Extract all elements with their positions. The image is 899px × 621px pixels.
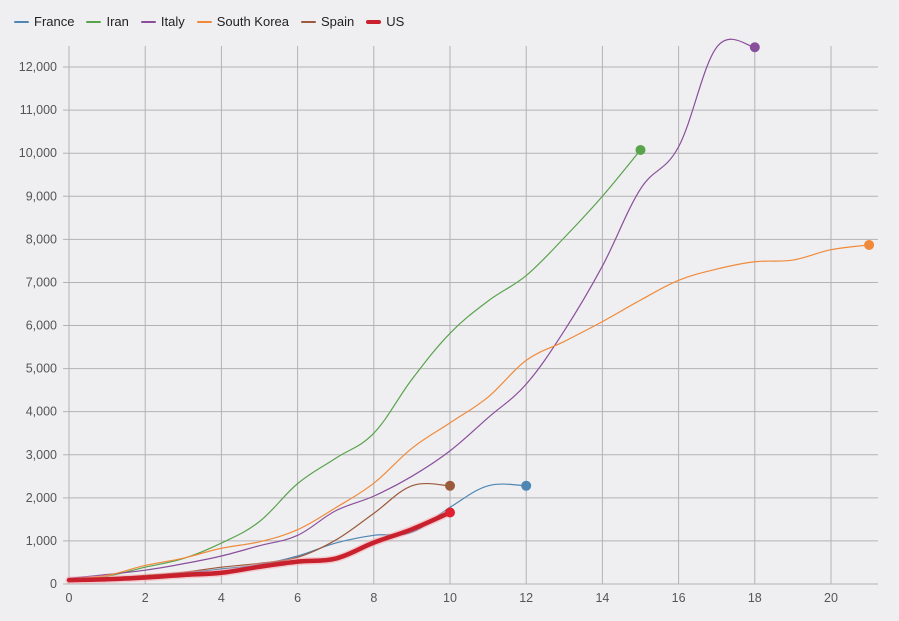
end-marker-iran[interactable] — [635, 144, 646, 155]
y-tick-label: 2,000 — [26, 491, 57, 505]
legend-item-iran[interactable]: Iran — [86, 14, 129, 29]
legend-label: South Korea — [216, 14, 289, 29]
legend-label: Iran — [106, 14, 129, 29]
legend-swatch-icon — [140, 20, 156, 23]
grid-lines — [63, 46, 878, 585]
y-tick-label: 9,000 — [26, 189, 57, 203]
x-tick-label: 0 — [66, 591, 73, 605]
y-tick-label: 12,000 — [19, 60, 57, 74]
x-tick-label: 10 — [443, 591, 457, 605]
x-tick-label: 16 — [672, 591, 686, 605]
series-line-iran[interactable] — [68, 149, 642, 581]
y-tick-label: 3,000 — [26, 448, 57, 462]
y-tick-label: 4,000 — [26, 405, 57, 419]
x-tick-label: 12 — [519, 591, 533, 605]
series-line-us[interactable] — [66, 510, 453, 583]
legend-swatch-icon — [86, 20, 102, 23]
legend-swatch-icon — [196, 20, 212, 23]
x-tick-label: 8 — [370, 591, 377, 605]
series-line-italy[interactable] — [68, 38, 756, 579]
legend-item-spain[interactable]: Spain — [301, 14, 354, 29]
series-end-markers — [445, 42, 875, 518]
y-tick-label: 7,000 — [26, 275, 57, 289]
legend-item-us[interactable]: US — [366, 14, 404, 29]
end-marker-italy[interactable] — [749, 42, 760, 53]
legend-label: Italy — [160, 14, 185, 29]
y-tick-label: 0 — [50, 577, 57, 591]
x-tick-label: 2 — [142, 591, 149, 605]
y-tick-label: 1,000 — [26, 534, 57, 548]
y-tick-label: 11,000 — [20, 103, 57, 117]
end-marker-south-korea[interactable] — [864, 239, 875, 250]
axes: 0 1,000 2,000 3,000 4,000 5,000 6,000 7,000 8,00… — [19, 60, 838, 605]
series-line-south-korea[interactable] — [68, 244, 870, 580]
x-tick-label: 4 — [218, 591, 225, 605]
legend-swatch-icon — [14, 20, 29, 23]
x-tick-label: 18 — [748, 591, 762, 605]
legend-swatch-icon — [366, 19, 382, 24]
legend-label: Spain — [321, 14, 355, 29]
y-tick-label: 10,000 — [19, 146, 57, 160]
y-tick-label: 6,000 — [26, 319, 57, 333]
legend-item-south-korea[interactable]: South Korea — [196, 14, 289, 29]
legend-label: France — [34, 14, 75, 29]
x-tick-label: 6 — [294, 591, 301, 605]
end-marker-us[interactable] — [445, 507, 455, 518]
end-marker-spain[interactable] — [445, 480, 455, 491]
legend-label: US — [386, 14, 405, 29]
series-lines — [65, 38, 870, 584]
legend: France Iran Italy South Korea Spain US — [14, 14, 404, 29]
x-tick-label: 20 — [824, 591, 838, 605]
series-line-us-glow — [65, 508, 454, 584]
y-tick-label: 8,000 — [26, 232, 57, 246]
end-marker-france[interactable] — [521, 480, 532, 491]
y-tick-label: 5,000 — [26, 362, 57, 376]
x-tick-label: 14 — [595, 591, 609, 605]
legend-swatch-icon — [301, 20, 316, 23]
legend-item-italy[interactable]: Italy — [140, 14, 185, 29]
legend-item-france[interactable]: France — [14, 14, 74, 29]
